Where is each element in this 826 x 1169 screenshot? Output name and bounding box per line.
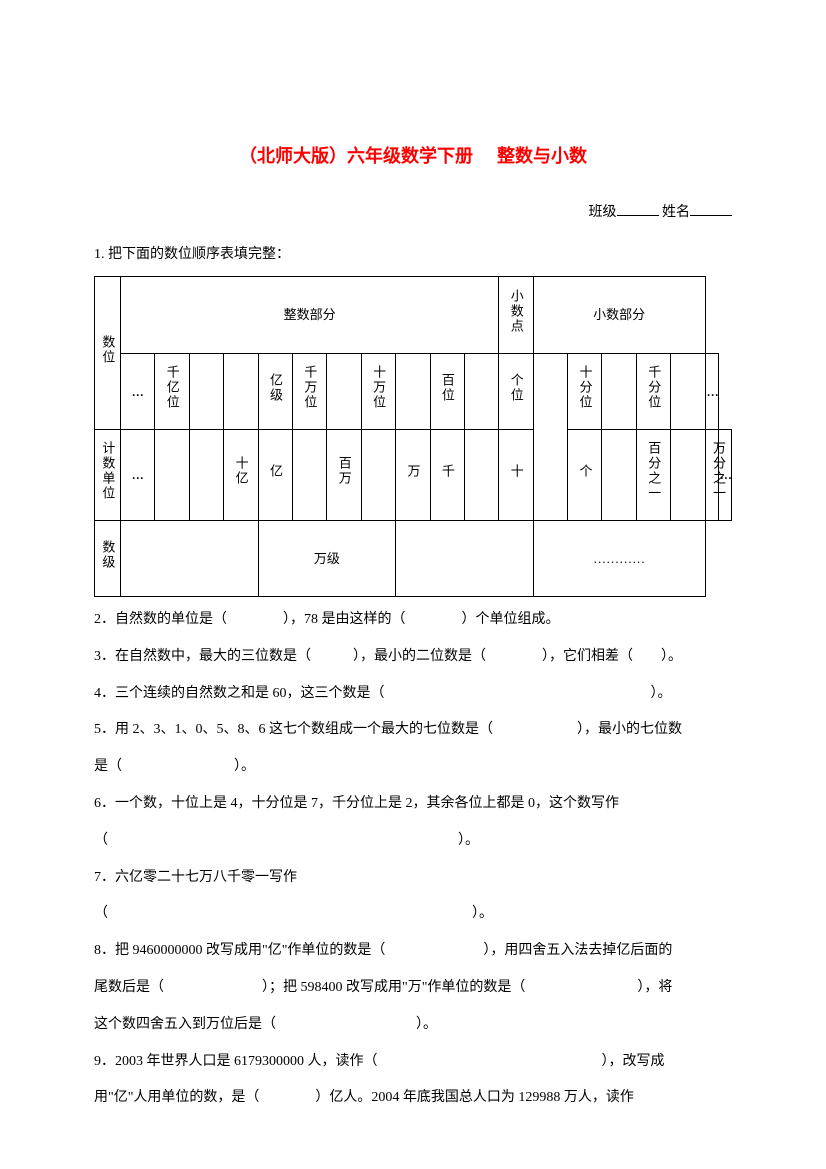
- question-6b: （ ）。: [94, 826, 732, 857]
- place-value-table: 数位 整数部分 小数点 小数部分 … 千亿位 亿级 千万位 十万位 百位 个位 …: [94, 276, 732, 597]
- name-blank[interactable]: [690, 202, 732, 216]
- cell: 十万位: [361, 353, 395, 429]
- dots-cell: …: [121, 430, 155, 520]
- dots-cell: …: [121, 353, 155, 429]
- cell[interactable]: [602, 430, 636, 520]
- cell[interactable]: [292, 430, 326, 520]
- cell: 万分之一: [705, 430, 718, 520]
- cell-dots: …………: [533, 520, 705, 596]
- table-row-unit: 计数单位 … 十亿 亿 百万 万 千 十 个 百分之一 万分之一 …: [95, 430, 732, 520]
- section-integer: 整数部分: [121, 277, 499, 353]
- cell[interactable]: [361, 430, 395, 520]
- cell[interactable]: [224, 353, 258, 429]
- cell-wan-level: 万级: [258, 520, 396, 596]
- cell: 百位: [430, 353, 464, 429]
- question-7a: 7．六亿零二十七万八千零一写作: [94, 863, 732, 894]
- cell[interactable]: [155, 430, 189, 520]
- question-6a: 6．一个数，十位上是 4，十分位是 7，千分位上是 2，其余各位上都是 0，这个…: [94, 789, 732, 820]
- title-part-1: （北师大版）六年级数学下册: [239, 146, 473, 166]
- question-1: 1. 把下面的数位顺序表填完整：: [94, 240, 732, 271]
- question-7b: （ ）。: [94, 899, 732, 930]
- cell[interactable]: [602, 353, 636, 429]
- cell: 十分位: [568, 353, 602, 429]
- question-8c: 这个数四舍五入到万位后是（ ）。: [94, 1010, 732, 1041]
- question-4: 4．三个连续的自然数之和是 60，这三个数是（ ）。: [94, 679, 732, 710]
- question-8b: 尾数后是（ ）；把 598400 改写成用"万"作单位的数是（ ），将: [94, 973, 732, 1004]
- cell: 千分位: [636, 353, 670, 429]
- row-label-unit: 计数单位: [95, 430, 121, 520]
- title-part-2: 整数与小数: [497, 146, 587, 166]
- cell: 百分之一: [636, 430, 670, 520]
- cell: 十: [499, 430, 533, 520]
- table-row-level: 数级 万级 …………: [95, 520, 732, 596]
- cell: 万: [396, 430, 430, 520]
- question-5b: 是（ ）。: [94, 752, 732, 783]
- row-label-level: 数级: [95, 520, 121, 596]
- section-decimal: 小数部分: [533, 277, 705, 353]
- cell: 千: [430, 430, 464, 520]
- cell: 亿: [258, 430, 292, 520]
- cell: 个: [568, 430, 602, 520]
- question-3: 3．在自然数中，最大的三位数是（ ），最小的二位数是（ ），它们相差（ ）。: [94, 642, 732, 673]
- cell[interactable]: [396, 520, 534, 596]
- cell[interactable]: [671, 430, 705, 520]
- question-5a: 5．用 2、3、1、0、5、8、6 这七个数组成一个最大的七位数是（ ），最小的…: [94, 715, 732, 746]
- cell[interactable]: [189, 430, 223, 520]
- cell: 千万位: [292, 353, 326, 429]
- cell: 十亿: [224, 430, 258, 520]
- question-9b: 用"亿"人用单位的数，是（ ）亿人。2004 年底我国总人口为 129988 万…: [94, 1083, 732, 1114]
- cell[interactable]: [189, 353, 223, 429]
- table-row-digit: … 千亿位 亿级 千万位 十万位 百位 个位 十分位 千分位 …: [95, 353, 732, 429]
- student-info-line: 班级 姓名: [94, 200, 732, 225]
- cell[interactable]: [327, 353, 361, 429]
- cell[interactable]: [464, 430, 498, 520]
- cell: 亿级: [258, 353, 292, 429]
- worksheet-title: （北师大版）六年级数学下册 整数与小数: [94, 140, 732, 172]
- name-label: 姓名: [662, 205, 690, 220]
- cell: 百万: [327, 430, 361, 520]
- cell[interactable]: [671, 353, 705, 429]
- class-label: 班级: [589, 205, 617, 220]
- cell[interactable]: [533, 353, 567, 520]
- cell: 个位: [499, 353, 533, 429]
- row-label-digit: 数位: [95, 277, 121, 430]
- section-point: 小数点: [499, 277, 533, 353]
- cell[interactable]: [396, 353, 430, 429]
- dots-cell: …: [705, 353, 718, 429]
- cell[interactable]: [464, 353, 498, 429]
- question-9a: 9．2003 年世界人口是 6179300000 人，读作（ ），改写成: [94, 1047, 732, 1078]
- table-section-row: 数位 整数部分 小数点 小数部分: [95, 277, 732, 353]
- class-blank[interactable]: [617, 202, 659, 216]
- question-8a: 8．把 9460000000 改写成用"亿"作单位的数是（ ），用四舍五入法去掉…: [94, 936, 732, 967]
- cell[interactable]: [121, 520, 259, 596]
- question-2: 2．自然数的单位是（ ），78 是由这样的（ ）个单位组成。: [94, 605, 732, 636]
- cell: 千亿位: [155, 353, 189, 429]
